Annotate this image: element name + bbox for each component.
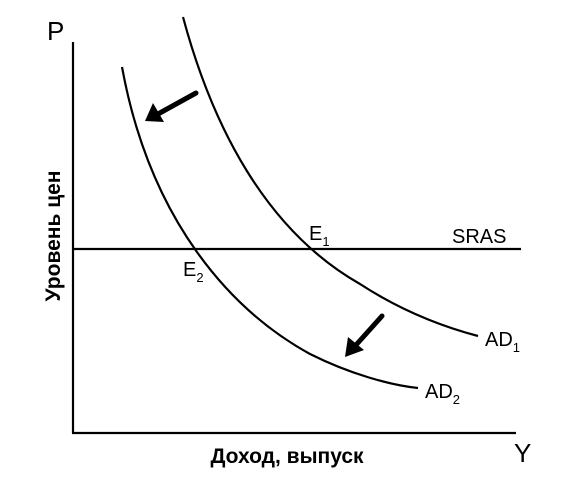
e2-label-sub: 2	[196, 270, 203, 285]
e1-label: E1	[309, 223, 330, 249]
ad2-label-main: AD	[425, 381, 453, 403]
e1-label-sub: 1	[322, 234, 329, 249]
e1-label-main: E	[309, 223, 322, 245]
ad1-label: AD1	[485, 329, 520, 355]
ad1-label-sub: 1	[513, 340, 520, 355]
sras-label: SRAS	[452, 226, 506, 248]
e2-label-main: E	[183, 259, 196, 281]
x-axis-title: Доход, выпуск	[210, 445, 364, 468]
x-axis-letter: Y	[514, 438, 531, 468]
ad1-curve	[181, 16, 479, 338]
y-axis-letter: P	[47, 16, 64, 46]
ad2-curve	[120, 66, 419, 390]
ad1-label-main: AD	[485, 329, 513, 351]
ad2-label-sub: 2	[453, 392, 460, 407]
y-axis-title: Уровень цен	[42, 171, 65, 302]
ad2-label: AD2	[425, 381, 460, 407]
shift-arrow-icon	[145, 90, 199, 122]
shift-arrow-icon	[345, 313, 385, 357]
e2-label: E2	[183, 259, 204, 285]
